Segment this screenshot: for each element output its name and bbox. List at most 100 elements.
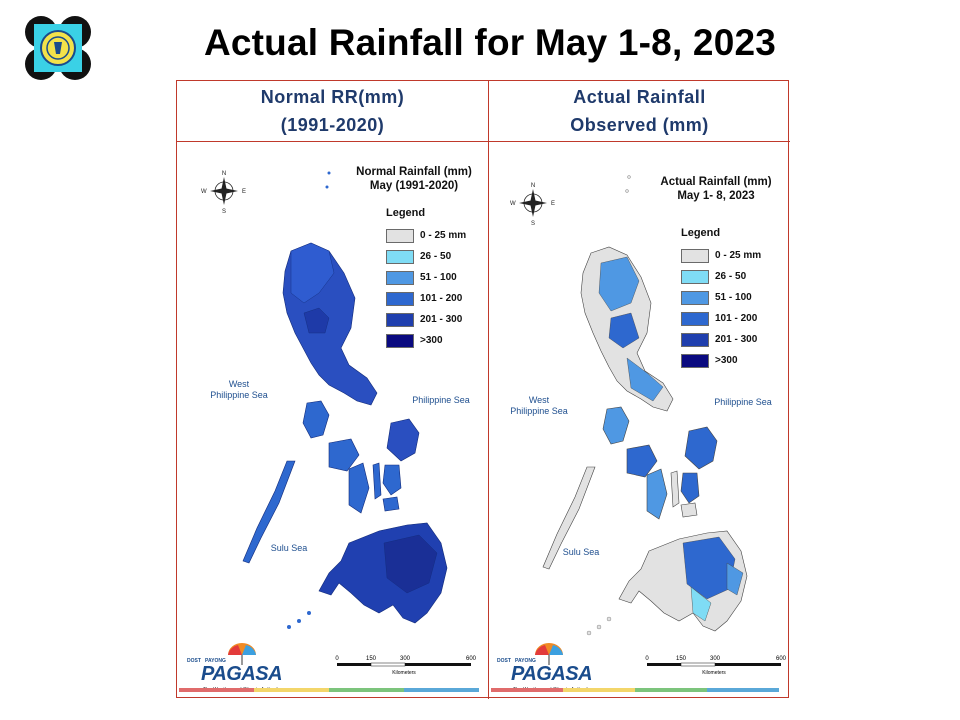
legend-row: 101 - 200: [386, 288, 466, 309]
brand-payong: PAYONG: [515, 658, 536, 664]
compass-rose-icon: N S E W: [201, 171, 246, 215]
footer-stripe-yellow: [563, 688, 635, 692]
west-sea-line1: West: [528, 395, 550, 405]
legend-swatch-2: [386, 270, 414, 285]
actual-map-legend: Legend 0 - 25 mm 26 - 50 51 - 100 101 - …: [681, 227, 761, 371]
panay-region: [626, 444, 658, 478]
negros-region: [348, 462, 370, 514]
actual-rainfall-map-graphic: N S E W: [510, 175, 787, 676]
legend-swatch-5: [681, 353, 709, 368]
left-header-line1: Normal RR(mm): [260, 87, 405, 107]
footer-stripe-green: [329, 688, 404, 692]
right-header-line2: Observed (mm): [570, 115, 709, 135]
legend-swatch-1: [681, 269, 709, 284]
normal-rainfall-map: N S E W: [179, 143, 479, 698]
legend-label: 0 - 25 mm: [715, 250, 762, 261]
scale-tick-0: 0: [335, 656, 339, 662]
legend-label: 51 - 100: [715, 292, 752, 303]
west-sea-line2: Philippine Sea: [510, 406, 568, 416]
west-sea-line2: Philippine Sea: [210, 390, 268, 400]
legend-row: 51 - 100: [386, 267, 466, 288]
legend-swatch-0: [386, 228, 414, 243]
footer-stripe-blue: [707, 688, 779, 692]
compass-e: E: [242, 189, 246, 195]
legend-row: 101 - 200: [681, 308, 761, 329]
legend-label: 101 - 200: [715, 313, 758, 324]
legend-title: Legend: [681, 227, 721, 239]
legend-swatch-4: [386, 312, 414, 327]
compass-rose-icon: N S E W: [510, 183, 555, 227]
negros-region: [646, 468, 668, 520]
pagasa-wordmark: PAGASA: [511, 663, 593, 685]
legend-row: 0 - 25 mm: [386, 225, 466, 246]
west-sea-line1: West: [228, 379, 250, 389]
comparison-frame: Normal RR(mm) (1991-2020) Actual Rainfal…: [176, 80, 791, 699]
legend-row: 201 - 300: [386, 309, 466, 330]
normal-map-legend: Legend 0 - 25 mm 26 - 50 51 - 100 101 - …: [386, 207, 466, 351]
pagasa-logo: [24, 16, 92, 80]
panel-divider: [488, 81, 489, 699]
mindoro-region: [302, 400, 330, 439]
scale-unit: Kilometers: [392, 670, 416, 676]
legend-row: >300: [386, 330, 466, 351]
legend-swatch-1: [386, 249, 414, 264]
legend-row: 26 - 50: [386, 246, 466, 267]
scale-tick-300: 300: [400, 656, 411, 662]
actual-map-title-line1: Actual Rainfall (mm): [660, 176, 772, 188]
legend-swatch-4: [681, 332, 709, 347]
right-header-line1: Actual Rainfall: [573, 87, 706, 107]
legend-row: >300: [681, 350, 761, 371]
bohol-region: [680, 502, 698, 518]
legend-label: 201 - 300: [715, 334, 758, 345]
pagasa-wordmark: PAGASA: [201, 663, 283, 685]
compass-w: W: [510, 201, 516, 207]
palawan-region: [242, 460, 296, 564]
normal-rainfall-map-graphic: N S E W: [201, 171, 477, 676]
mindoro-region: [602, 406, 630, 445]
legend-label: 201 - 300: [420, 314, 463, 325]
footer-stripe-red: [179, 688, 254, 692]
umbrella-icon: [228, 643, 256, 665]
footer-stripe-blue: [404, 688, 479, 692]
scale-tick-600: 600: [776, 656, 787, 662]
actual-map-title-line2: May 1- 8, 2023: [677, 190, 755, 202]
leyte-region: [382, 464, 402, 496]
actual-rainfall-map: N S E W: [491, 143, 791, 698]
legend-swatch-2: [681, 290, 709, 305]
legend-row: 0 - 25 mm: [681, 245, 761, 266]
legend-swatch-0: [681, 248, 709, 263]
legend-swatch-5: [386, 333, 414, 348]
legend-swatch-3: [681, 311, 709, 326]
compass-e: E: [551, 201, 555, 207]
cebu-region: [372, 462, 382, 500]
normal-map-title-line1: Normal Rainfall (mm): [356, 166, 472, 178]
scale-tick-150: 150: [676, 656, 687, 662]
sulu-sea-label: Sulu Sea: [562, 547, 600, 557]
legend-swatch-3: [386, 291, 414, 306]
footer-stripe-yellow: [254, 688, 329, 692]
left-header-line2: (1991-2020): [280, 115, 385, 135]
brand-dost: DOST: [497, 658, 511, 664]
palawan-region: [542, 466, 596, 570]
philippine-sea-label: Philippine Sea: [714, 397, 772, 407]
scale-tick-300: 300: [710, 656, 721, 662]
scale-unit: Kilometers: [702, 670, 726, 676]
cebu-region: [670, 470, 680, 508]
legend-label: 101 - 200: [420, 293, 463, 304]
legend-label: 26 - 50: [420, 251, 452, 262]
legend-row: 26 - 50: [681, 266, 761, 287]
legend-title: Legend: [386, 207, 426, 219]
footer-stripe-green: [635, 688, 707, 692]
compass-s: S: [531, 221, 535, 227]
brand-dost: DOST: [187, 658, 201, 664]
left-panel-header: Normal RR(mm) (1991-2020): [177, 81, 488, 141]
compass-w: W: [201, 189, 207, 195]
footer-stripe-red: [491, 688, 563, 692]
normal-map-title: Normal Rainfall (mm) May (1991-2020): [349, 165, 479, 193]
normal-map-title-line2: May (1991-2020): [369, 180, 459, 192]
samar-region: [386, 418, 420, 462]
west-philippine-sea-label: West Philippine Sea: [499, 395, 579, 417]
compass-n: N: [222, 171, 226, 177]
actual-map-title: Actual Rainfall (mm) May 1- 8, 2023: [651, 175, 781, 203]
sulu-sea-label: Sulu Sea: [270, 543, 308, 553]
